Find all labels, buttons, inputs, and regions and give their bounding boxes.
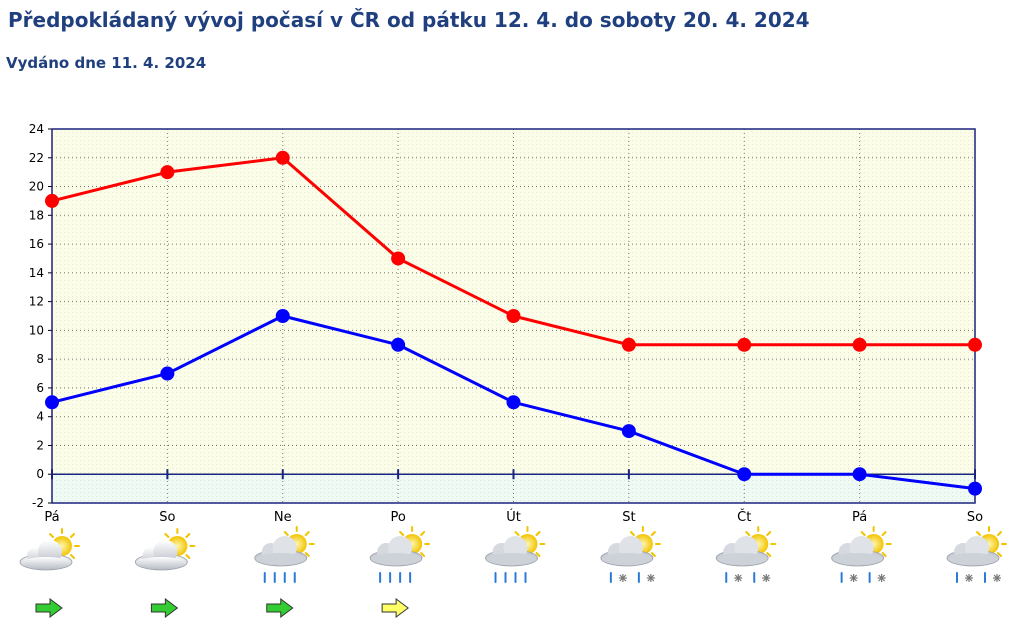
snowflake — [877, 574, 886, 582]
y-tick-label: 4 — [36, 410, 44, 424]
sleet-cloud-icon — [715, 526, 777, 583]
page-title: Předpokládaný vývoj počasí v ČR od pátku… — [8, 8, 810, 32]
arrow-shape — [150, 598, 179, 618]
y-tick-label: 22 — [29, 151, 44, 165]
rain-cloud-icon — [254, 526, 315, 583]
series-point-1 — [852, 467, 867, 482]
series-point-0 — [852, 337, 867, 352]
y-tick-label: -2 — [32, 496, 44, 510]
x-tick-label: So — [967, 510, 983, 525]
wind-arrow-icon — [381, 598, 409, 618]
cloud-puff — [601, 553, 652, 565]
series-point-0 — [160, 165, 175, 180]
series-point-0 — [45, 193, 59, 208]
series-point-1 — [737, 467, 752, 482]
y-tick-label: 18 — [29, 208, 44, 222]
arrow-shape — [35, 598, 63, 618]
arrow-shape — [381, 598, 409, 618]
plot-frame — [51, 128, 976, 504]
x-tick-label: Pá — [852, 510, 867, 525]
series-point-0 — [737, 337, 752, 352]
snowflake — [646, 574, 655, 582]
sun-cloud-icon — [134, 528, 196, 571]
series-point-0 — [968, 337, 982, 352]
snowflake — [993, 574, 1001, 582]
wind-arrow-icon — [266, 598, 294, 618]
series-point-1 — [391, 337, 406, 352]
y-tick-label: 2 — [36, 438, 44, 452]
wind-arrow-icon — [150, 598, 179, 618]
snowflake — [618, 574, 627, 582]
snowflake — [762, 574, 771, 582]
cloud-icon — [831, 536, 885, 567]
x-tick-label: Čt — [737, 509, 751, 525]
sun-cloud-icon — [19, 528, 80, 571]
series-point-1 — [968, 481, 982, 496]
y-tick-label: 20 — [29, 180, 44, 194]
y-tick-label: 12 — [29, 295, 44, 309]
y-tick-label: 0 — [36, 467, 44, 481]
cloud-icon — [946, 536, 1000, 567]
y-tick-label: 16 — [29, 237, 44, 251]
series-point-0 — [275, 150, 290, 165]
cloud-icon — [600, 536, 654, 567]
cloud-icon — [254, 536, 308, 567]
x-tick-label: So — [159, 510, 175, 525]
cloud-puff — [371, 553, 422, 565]
cloud-icon — [715, 536, 769, 567]
series-point-1 — [275, 309, 290, 323]
series-point-0 — [506, 309, 521, 323]
cloud-puff — [948, 553, 998, 565]
y-tick-label: 14 — [29, 266, 44, 280]
rain-cloud-icon — [485, 526, 546, 583]
x-tick-label: Po — [390, 510, 405, 525]
y-tick-label: 6 — [36, 381, 44, 395]
y-tick-label: 8 — [36, 352, 44, 366]
snowflake — [849, 574, 858, 582]
cloud-puff — [486, 553, 537, 565]
snowflake — [734, 574, 743, 582]
sleet-cloud-icon — [600, 526, 661, 583]
rain-cloud-icon — [369, 526, 431, 583]
y-tick-label: 24 — [29, 122, 44, 136]
series-point-1 — [506, 395, 521, 410]
cloud-icon — [485, 536, 538, 567]
cloud-icon — [369, 536, 423, 567]
arrow-shape — [266, 598, 294, 618]
series-point-0 — [621, 337, 636, 352]
sleet-cloud-icon — [946, 526, 1007, 583]
x-tick-label: Út — [506, 509, 521, 525]
x-tick-label: St — [622, 510, 635, 525]
series-point-1 — [160, 366, 175, 381]
x-tick-label: Ne — [274, 510, 292, 525]
cloud-puff — [832, 553, 883, 565]
issued-date: Vydáno dne 11. 4. 2024 — [6, 54, 207, 72]
series-point-1 — [45, 395, 59, 410]
x-tick-label: Pá — [44, 510, 59, 525]
series-point-0 — [391, 251, 406, 266]
cloud-puff — [255, 553, 306, 565]
y-tick-label: 10 — [29, 323, 44, 337]
cloud-puff — [717, 553, 768, 565]
wind-arrow-icon — [35, 598, 63, 618]
sleet-cloud-icon — [831, 526, 892, 583]
series-point-1 — [621, 424, 636, 439]
snowflake — [965, 574, 973, 582]
